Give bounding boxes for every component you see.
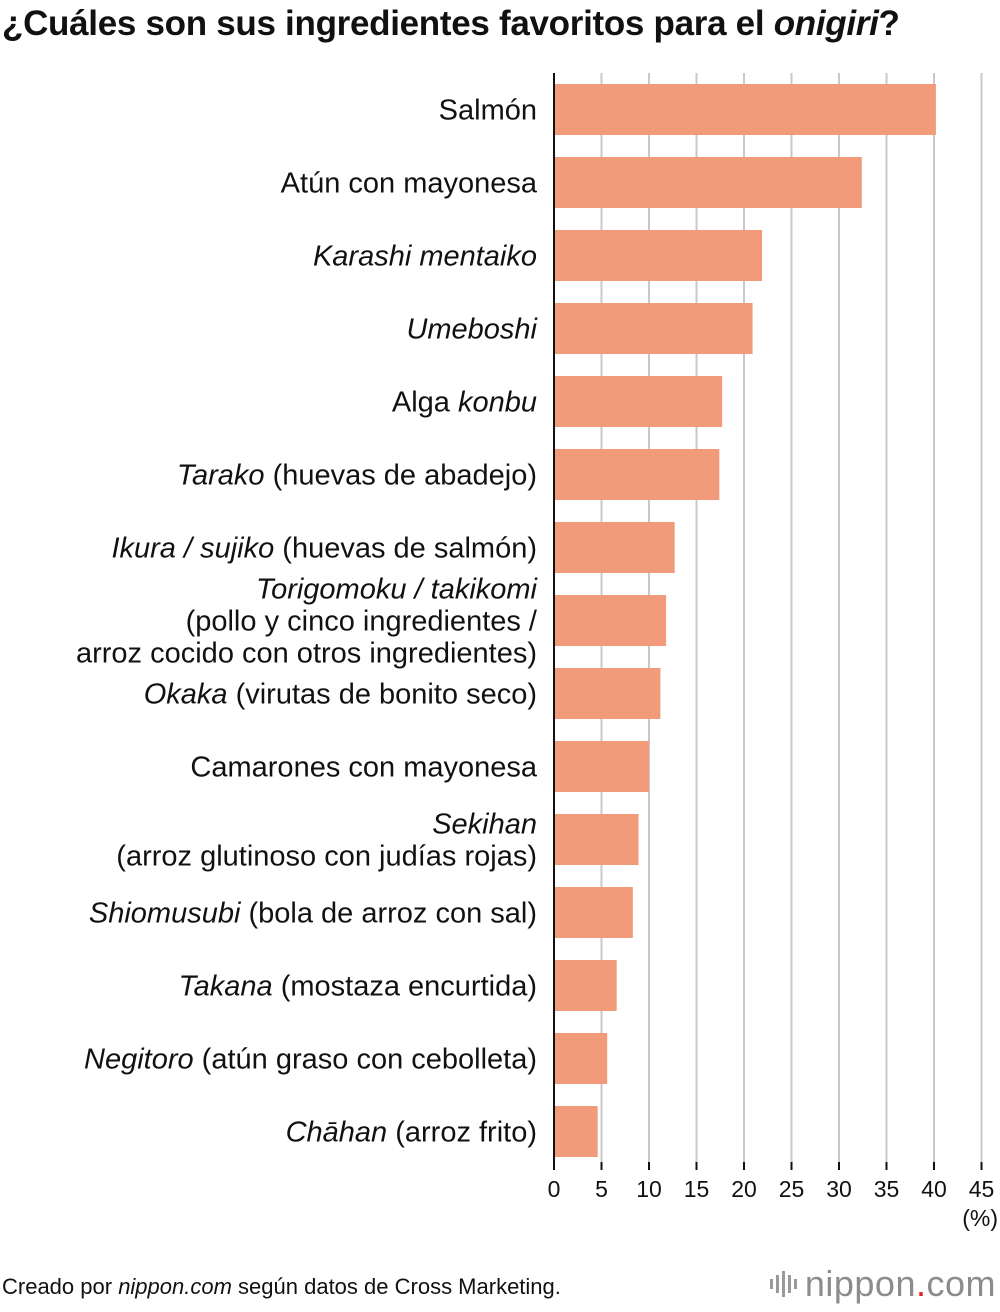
source-segment: según datos de Cross Marketing. — [231, 1274, 561, 1299]
category-label-segment: arroz cocido con otros ingredientes) — [76, 638, 537, 670]
title-segment: ? — [878, 4, 900, 43]
category-label: Atún con mayonesa — [281, 168, 538, 200]
category-label-segment: Umeboshi — [406, 314, 538, 346]
source-segment: nippon.com — [118, 1274, 232, 1299]
category-label-segment: (arroz glutinoso con judías rojas) — [116, 841, 537, 873]
category-label-segment: Tarako — [177, 460, 265, 492]
category-label-segment: Negitoro — [84, 1044, 194, 1076]
source-segment: Creado por — [2, 1274, 119, 1299]
category-label: Camarones con mayonesa — [190, 752, 537, 784]
tick-label: 35 — [874, 1176, 900, 1202]
category-label-segment: (mostaza encurtida) — [273, 971, 537, 1003]
tick-label: 0 — [548, 1176, 561, 1202]
category-label: Ikura / sujiko (huevas de salmón) — [111, 533, 537, 565]
logo-bars-icon — [769, 1271, 797, 1297]
category-label: Okaka (virutas de bonito seco) — [144, 679, 537, 711]
bar — [554, 522, 675, 573]
tick-label: 20 — [731, 1176, 757, 1202]
title-segment: ¿Cuáles son sus ingredientes favoritos p… — [2, 4, 774, 43]
bar — [554, 814, 639, 865]
category-label: Shiomusubi (bola de arroz con sal) — [89, 898, 537, 930]
bar — [554, 1033, 608, 1084]
category-label-segment: Atún con mayonesa — [281, 168, 538, 200]
category-label: Karashi mentaiko — [313, 241, 537, 273]
bar — [554, 376, 723, 427]
category-label-segment: Ikura / sujiko — [111, 533, 274, 565]
category-label-segment: Sekihan — [432, 809, 537, 841]
bar — [554, 741, 649, 792]
category-label-segment: Takana — [179, 971, 273, 1003]
category-label: Umeboshi — [406, 314, 538, 346]
category-label: (arroz glutinoso con judías rojas) — [116, 841, 537, 873]
category-label-segment: (huevas de salmón) — [274, 533, 537, 565]
chart-title: ¿Cuáles son sus ingredientes favoritos p… — [2, 4, 1000, 44]
nippon-logo: nippon.com — [769, 1263, 996, 1304]
source-note: Creado por nippon.com según datos de Cro… — [2, 1274, 561, 1300]
category-label: Alga konbu — [392, 387, 537, 419]
category-label-segment: (atún graso con cebolleta) — [194, 1044, 537, 1076]
bar — [554, 449, 720, 500]
tick-label: 25 — [779, 1176, 805, 1202]
tick-label: 30 — [826, 1176, 852, 1202]
tick-label: 15 — [684, 1176, 710, 1202]
category-label-segment: (virutas de bonito seco) — [228, 679, 537, 711]
category-label-segment: (pollo y cinco ingredientes / — [186, 606, 538, 638]
bar — [554, 960, 617, 1011]
bar — [554, 303, 753, 354]
bar — [554, 157, 862, 208]
bar — [554, 887, 633, 938]
bar — [554, 1106, 598, 1157]
logo-brand: nippon — [804, 1263, 916, 1304]
category-label-segment: Torigomoku / takikomi — [256, 574, 539, 606]
tick-label: 45 — [969, 1176, 995, 1202]
category-label: Takana (mostaza encurtida) — [179, 971, 537, 1003]
category-label-segment: Camarones con mayonesa — [190, 752, 537, 784]
category-label-segment: (bola de arroz con sal) — [240, 898, 537, 930]
category-label-segment: (huevas de abadejo) — [265, 460, 537, 492]
bar — [554, 84, 936, 135]
category-label-segment: Alga — [392, 387, 458, 419]
unit-label: (%) — [962, 1205, 998, 1231]
category-label-segment: Shiomusubi — [89, 898, 242, 930]
category-label: (pollo y cinco ingredientes / — [186, 606, 538, 638]
category-label-segment: Chāhan — [286, 1117, 388, 1149]
category-label: Torigomoku / takikomi — [256, 574, 539, 606]
bar — [554, 230, 763, 281]
category-label-segment: konbu — [458, 387, 537, 419]
category-label: Tarako (huevas de abadejo) — [177, 460, 537, 492]
logo-suffix: com — [926, 1263, 996, 1304]
category-label: Salmón — [439, 95, 537, 127]
logo-dot: . — [915, 1263, 927, 1304]
tick-label: 40 — [921, 1176, 947, 1202]
bar — [554, 668, 661, 719]
category-label: Sekihan — [432, 809, 537, 841]
category-label: Chāhan (arroz frito) — [286, 1117, 537, 1149]
category-label-segment: Karashi mentaiko — [313, 241, 537, 273]
category-label: Negitoro (atún graso con cebolleta) — [84, 1044, 537, 1076]
category-label-segment: Salmón — [439, 95, 537, 127]
category-label: arroz cocido con otros ingredientes) — [76, 638, 537, 670]
category-label-segment: Okaka — [144, 679, 228, 711]
bar — [554, 595, 667, 646]
title-segment: onigiri — [773, 4, 879, 43]
bar-chart: Salmón Atún con mayonesa Karashi mentaiko U… — [76, 73, 998, 1231]
tick-label: 10 — [636, 1176, 662, 1202]
category-label-segment: (arroz frito) — [387, 1117, 537, 1149]
tick-label: 5 — [595, 1176, 608, 1202]
